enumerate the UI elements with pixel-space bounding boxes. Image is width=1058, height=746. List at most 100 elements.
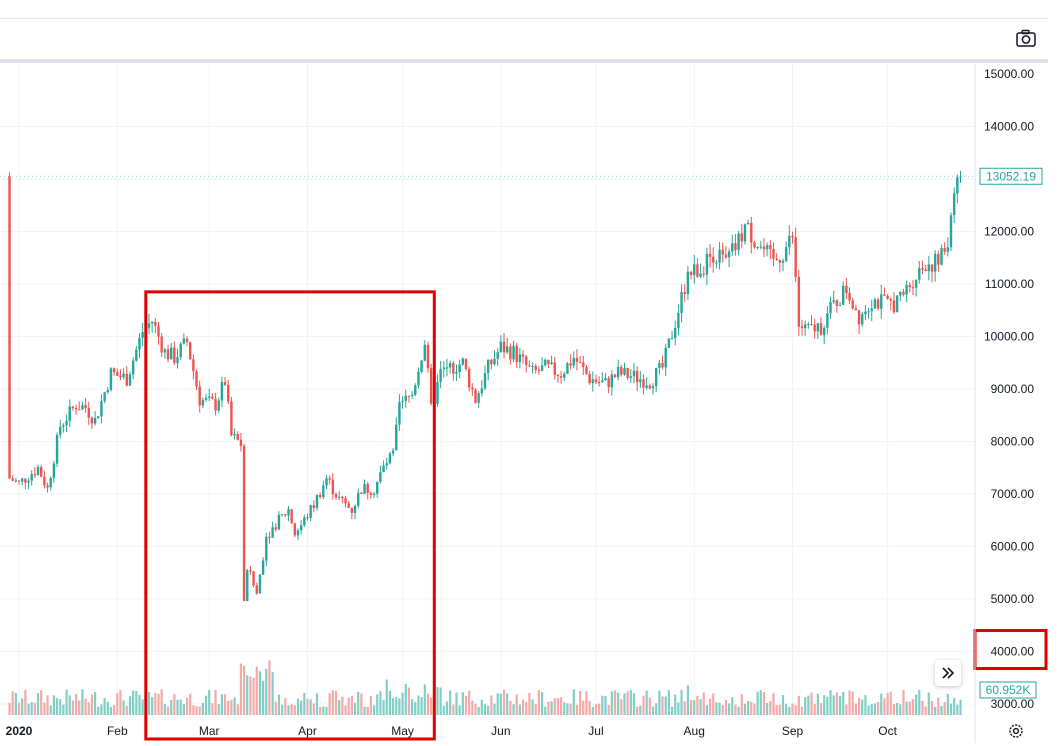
candle-body: [803, 324, 807, 329]
candle-body: [414, 385, 417, 395]
volume-bar: [106, 701, 109, 715]
volume-bar: [30, 701, 33, 715]
candle-body: [372, 493, 376, 495]
candle-body: [781, 260, 785, 263]
x-tick-label: Jun: [491, 724, 510, 738]
volume-bar: [800, 706, 804, 715]
volume-bar: [743, 703, 747, 715]
volume-bar: [753, 703, 756, 715]
volume-bar: [477, 706, 480, 715]
candle-body: [59, 426, 62, 435]
candle-body: [712, 256, 715, 263]
candle-body: [169, 347, 173, 360]
volume-bar: [344, 705, 347, 715]
volume-bar: [87, 702, 90, 715]
volume-bar: [626, 691, 629, 715]
candle-body: [100, 401, 103, 417]
volume-bar: [559, 697, 563, 715]
volume-bar: [341, 696, 344, 715]
candle-body: [578, 362, 582, 364]
candle-body: [880, 294, 883, 309]
volume-bar: [233, 697, 236, 715]
candle-body: [924, 269, 927, 272]
candle-body: [949, 215, 953, 248]
candle-body: [40, 467, 43, 477]
volume-bar: [642, 695, 645, 715]
volume-bar: [550, 701, 553, 715]
volume-bar: [24, 689, 27, 715]
volume-bar: [896, 702, 899, 715]
y-tick-label: 9000.00: [991, 382, 1035, 396]
candle-body: [534, 365, 537, 370]
volume-bar: [553, 698, 556, 715]
candle-body: [559, 375, 563, 378]
candle-body: [914, 279, 918, 288]
candle-body: [753, 242, 756, 248]
volume-bar: [322, 706, 325, 715]
candle-body: [483, 373, 487, 389]
candle-body: [163, 349, 167, 353]
candle-body: [883, 294, 886, 296]
volume-bar: [468, 690, 471, 715]
volume-bar: [591, 706, 594, 715]
candle-body: [230, 401, 233, 436]
volume-bar: [239, 663, 243, 715]
volume-bar: [230, 699, 233, 715]
volume-bar: [572, 689, 575, 715]
candle-body: [807, 324, 810, 326]
volume-bar: [721, 705, 724, 715]
candlestick-chart[interactable]: 15000.0014000.0013000.0012000.0011000.00…: [0, 64, 1058, 743]
volume-bar: [483, 704, 487, 715]
candle-body: [537, 369, 541, 371]
candle-body: [382, 465, 385, 473]
candle-body: [208, 396, 211, 398]
candle-body: [448, 363, 452, 368]
volume-bar: [540, 692, 544, 715]
candle-body: [220, 382, 224, 401]
candle-body: [867, 311, 870, 313]
volume-bar: [636, 706, 639, 715]
volume-bar: [674, 694, 677, 715]
candle-body: [239, 439, 243, 446]
candle-body: [927, 264, 931, 272]
candle-body: [141, 332, 144, 338]
candle-body: [290, 509, 293, 524]
volume-bar: [807, 695, 810, 715]
volume-bar: [664, 696, 667, 715]
volume-bar: [835, 692, 838, 715]
candle-body: [892, 300, 896, 313]
candle-body: [788, 235, 791, 248]
volume-bar: [797, 695, 800, 715]
volume-bar: [97, 706, 100, 715]
camera-icon[interactable]: [1014, 28, 1040, 50]
volume-bar: [772, 693, 775, 715]
volume-bar: [68, 695, 71, 715]
volume-bar: [223, 694, 227, 715]
candle-body: [784, 247, 788, 261]
volume-bar: [141, 699, 144, 715]
candle-body: [889, 298, 892, 301]
candle-body: [607, 378, 610, 388]
volume-bar: [185, 697, 189, 715]
x-tick-label: Sep: [782, 724, 804, 738]
volume-bar: [198, 706, 201, 715]
volume-bar: [791, 703, 794, 715]
double-chevron-right-icon[interactable]: [935, 660, 961, 686]
candle-body: [480, 388, 484, 394]
volume-bar: [404, 683, 407, 715]
candle-body: [331, 479, 335, 495]
volume-bar: [949, 703, 953, 715]
volume-bar: [293, 705, 296, 715]
candle-body: [623, 368, 626, 375]
gear-icon[interactable]: [1006, 721, 1026, 741]
volume-bar: [686, 685, 689, 715]
candle-body: [933, 254, 937, 272]
volume-bar: [702, 692, 705, 715]
candle-body: [835, 300, 839, 306]
candle-body: [198, 386, 201, 406]
candle-body: [366, 483, 369, 493]
candle-body: [582, 362, 585, 368]
candle-body: [851, 300, 854, 309]
candle-body: [135, 349, 138, 361]
volume-bar: [414, 701, 417, 715]
